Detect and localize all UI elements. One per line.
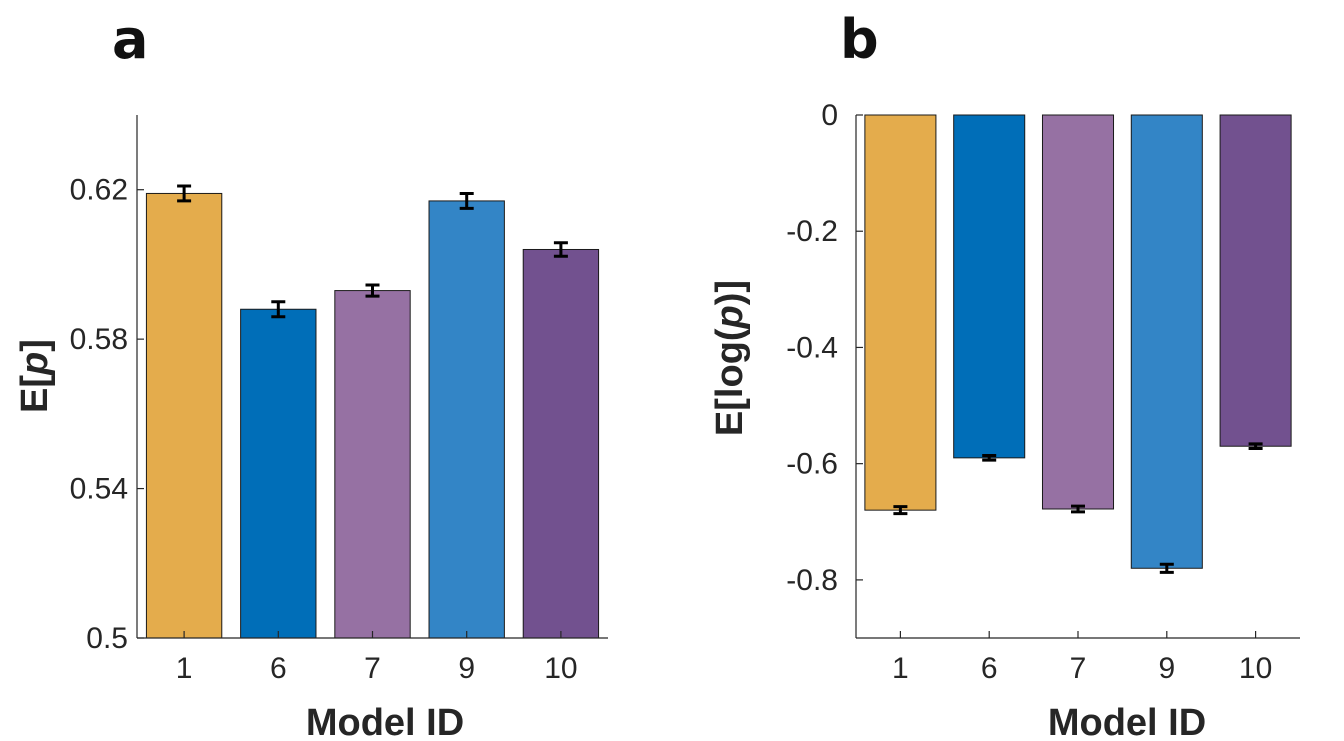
error-bar-a-6 bbox=[271, 300, 286, 319]
error-bar-b-10 bbox=[1248, 442, 1263, 451]
y-ticks-b: 0 -0.2 -0.4 -0.6 -0.8 bbox=[786, 99, 863, 597]
bar-b-7 bbox=[1041, 114, 1115, 510]
bars-group-a bbox=[145, 184, 600, 639]
x-tick-label-a-7: 7 bbox=[364, 652, 381, 685]
x-tick-label-b-6: 6 bbox=[981, 652, 998, 685]
x-tick-label-b-1: 1 bbox=[892, 652, 909, 685]
x-tick-label-a-1: 1 bbox=[176, 652, 193, 685]
y-tick-label-b--0.4: -0.4 bbox=[786, 331, 838, 364]
x-tick-label-a-10: 10 bbox=[544, 652, 577, 685]
x-tick-label-b-10: 10 bbox=[1239, 652, 1272, 685]
x-tick-label-a-6: 6 bbox=[270, 652, 287, 685]
y-tick-label-b--0.6: -0.6 bbox=[786, 448, 838, 481]
x-axis-label-b: Model ID bbox=[1048, 702, 1206, 741]
bar-b-9 bbox=[1130, 114, 1203, 569]
y-ticks-a: 0.5 0.54 0.58 0.62 bbox=[70, 174, 144, 655]
x-tick-label-a-9: 9 bbox=[458, 652, 475, 685]
error-bar-a-7 bbox=[365, 283, 380, 298]
bar-b-10 bbox=[1219, 114, 1292, 447]
y-tick-label-b--0.8: -0.8 bbox=[786, 564, 838, 597]
error-bar-a-9 bbox=[459, 191, 474, 210]
y-tick-label-a-0.5: 0.5 bbox=[86, 622, 128, 655]
x-tick-label-b-9: 9 bbox=[1158, 652, 1175, 685]
error-bar-b-1 bbox=[893, 505, 908, 516]
bars-group-b bbox=[864, 114, 1292, 574]
error-bar-b-6 bbox=[982, 454, 997, 462]
bar-a-1 bbox=[145, 192, 223, 639]
error-bar-a-10 bbox=[553, 241, 568, 258]
y-tick-label-a-0.62: 0.62 bbox=[70, 174, 128, 207]
bar-a-10 bbox=[522, 248, 600, 639]
error-bar-b-9 bbox=[1159, 562, 1174, 574]
x-ticks-a: 1 6 7 9 10 bbox=[176, 631, 578, 685]
bar-b-1 bbox=[864, 114, 937, 511]
bar-b-6 bbox=[953, 114, 1026, 459]
bar-a-6 bbox=[240, 308, 317, 639]
y-tick-label-a-0.58: 0.58 bbox=[70, 323, 128, 356]
chart-panel-b: b 0 -0.2 -0.4 -0.6 -0.8 1 6 7 9 10 Model ID E[lo… bbox=[709, 8, 1300, 741]
panel-label-a: a bbox=[112, 8, 148, 71]
panel-label-b: b bbox=[840, 8, 879, 71]
bar-a-9 bbox=[428, 200, 505, 639]
error-bar-b-7 bbox=[1071, 504, 1085, 514]
y-axis-label-a: E[p] bbox=[14, 339, 56, 413]
y-tick-label-b-0: 0 bbox=[821, 99, 838, 132]
y-tick-label-a-0.54: 0.54 bbox=[70, 473, 128, 506]
x-axis-label-a: Model ID bbox=[306, 702, 464, 741]
y-axis-label-b: E[log(p)] bbox=[709, 280, 751, 436]
chart-panel-a: a 0.5 0.54 0.58 0.62 1 6 7 9 10 Model ID E[p] bbox=[14, 8, 608, 741]
error-bar-a-1 bbox=[177, 184, 192, 203]
x-ticks-b: 1 6 7 9 10 bbox=[892, 631, 1272, 685]
x-tick-label-b-7: 7 bbox=[1070, 652, 1087, 685]
bar-a-7 bbox=[334, 290, 411, 639]
y-tick-label-b--0.2: -0.2 bbox=[786, 215, 838, 248]
